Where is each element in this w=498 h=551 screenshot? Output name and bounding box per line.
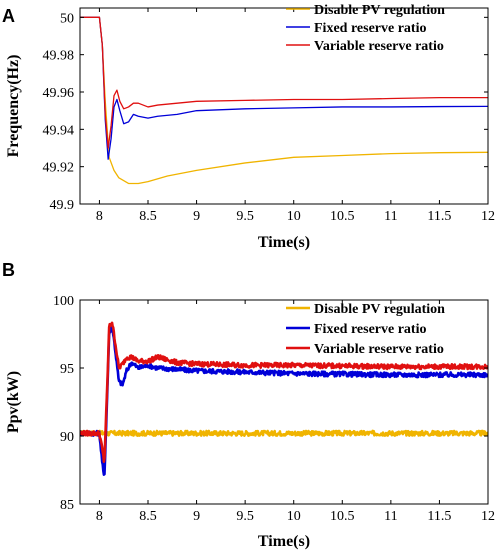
y-tick-label: 50 [60, 11, 74, 26]
x-tick-label: 12 [481, 209, 495, 224]
chart-A: A 8 8.5 9 9.5 10 10.5 11 11.5 12 49.9 49.92 49.94 49.… [2, 3, 495, 251]
x-axis-label: Time(s) [258, 234, 310, 251]
series-group [80, 16, 488, 185]
x-tick-label: 8 [96, 209, 103, 224]
x-tick-label: 9 [193, 209, 200, 224]
x-tick-label: 8.5 [139, 209, 157, 224]
legend-label: Variable reserve ratio [314, 342, 444, 357]
x-tick-label: 8 [96, 509, 103, 524]
y-tick-label: 49.94 [43, 123, 75, 138]
x-tick-label: 10 [287, 509, 301, 524]
legend-label: Variable reserve ratio [314, 39, 444, 54]
legend-label: Disable PV regulation [314, 3, 445, 18]
legend: Disable PV regulation Fixed reserve ratio… [286, 3, 445, 54]
x-tick-label: 10 [287, 209, 301, 224]
plot-frame [79, 299, 489, 505]
x-tick-label: 8.5 [139, 509, 157, 524]
series-line [80, 16, 488, 149]
legend-label: Fixed reserve ratio [314, 21, 426, 36]
y-axis-label: Ppv(kW) [5, 371, 22, 433]
y-tick-label: 49.98 [43, 49, 75, 64]
legend-label: Disable PV regulation [314, 302, 445, 317]
series-line [80, 324, 488, 476]
y-tick-label: 100 [53, 294, 74, 309]
plot-frame [79, 7, 489, 205]
x-tick-label: 10.5 [330, 209, 355, 224]
y-tick-label: 49.92 [43, 161, 75, 176]
x-tick-label: 11 [384, 209, 397, 224]
x-tick-label: 12 [481, 509, 495, 524]
x-tick-label: 9.5 [236, 209, 254, 224]
legend: Disable PV regulation Fixed reserve ratio… [286, 302, 445, 357]
panel-letter: A [2, 6, 15, 26]
x-tick-label: 9 [193, 509, 200, 524]
panel-letter: B [2, 260, 15, 280]
y-tick-label: 95 [60, 362, 74, 377]
x-tick-label: 11.5 [427, 209, 451, 224]
series-line [80, 321, 488, 464]
y-axis-label: Frequency(Hz) [5, 55, 22, 158]
series-group [80, 321, 488, 476]
y-tick-label: 49.9 [50, 198, 75, 213]
legend-label: Fixed reserve ratio [314, 322, 426, 337]
chart-B: B 8 8.5 9 9.5 10 10.5 11 11.5 12 85 90 95 100 Time(s) P… [2, 260, 495, 550]
series-line [80, 16, 488, 160]
x-tick-label: 10.5 [330, 509, 355, 524]
y-tick-label: 90 [60, 430, 74, 445]
y-tick-label: 85 [60, 498, 74, 513]
x-tick-label: 9.5 [236, 509, 254, 524]
series-line [80, 429, 488, 437]
x-tick-label: 11 [384, 509, 397, 524]
x-axis-label: Time(s) [258, 533, 310, 550]
x-tick-label: 11.5 [427, 509, 451, 524]
y-tick-label: 49.96 [43, 86, 75, 101]
